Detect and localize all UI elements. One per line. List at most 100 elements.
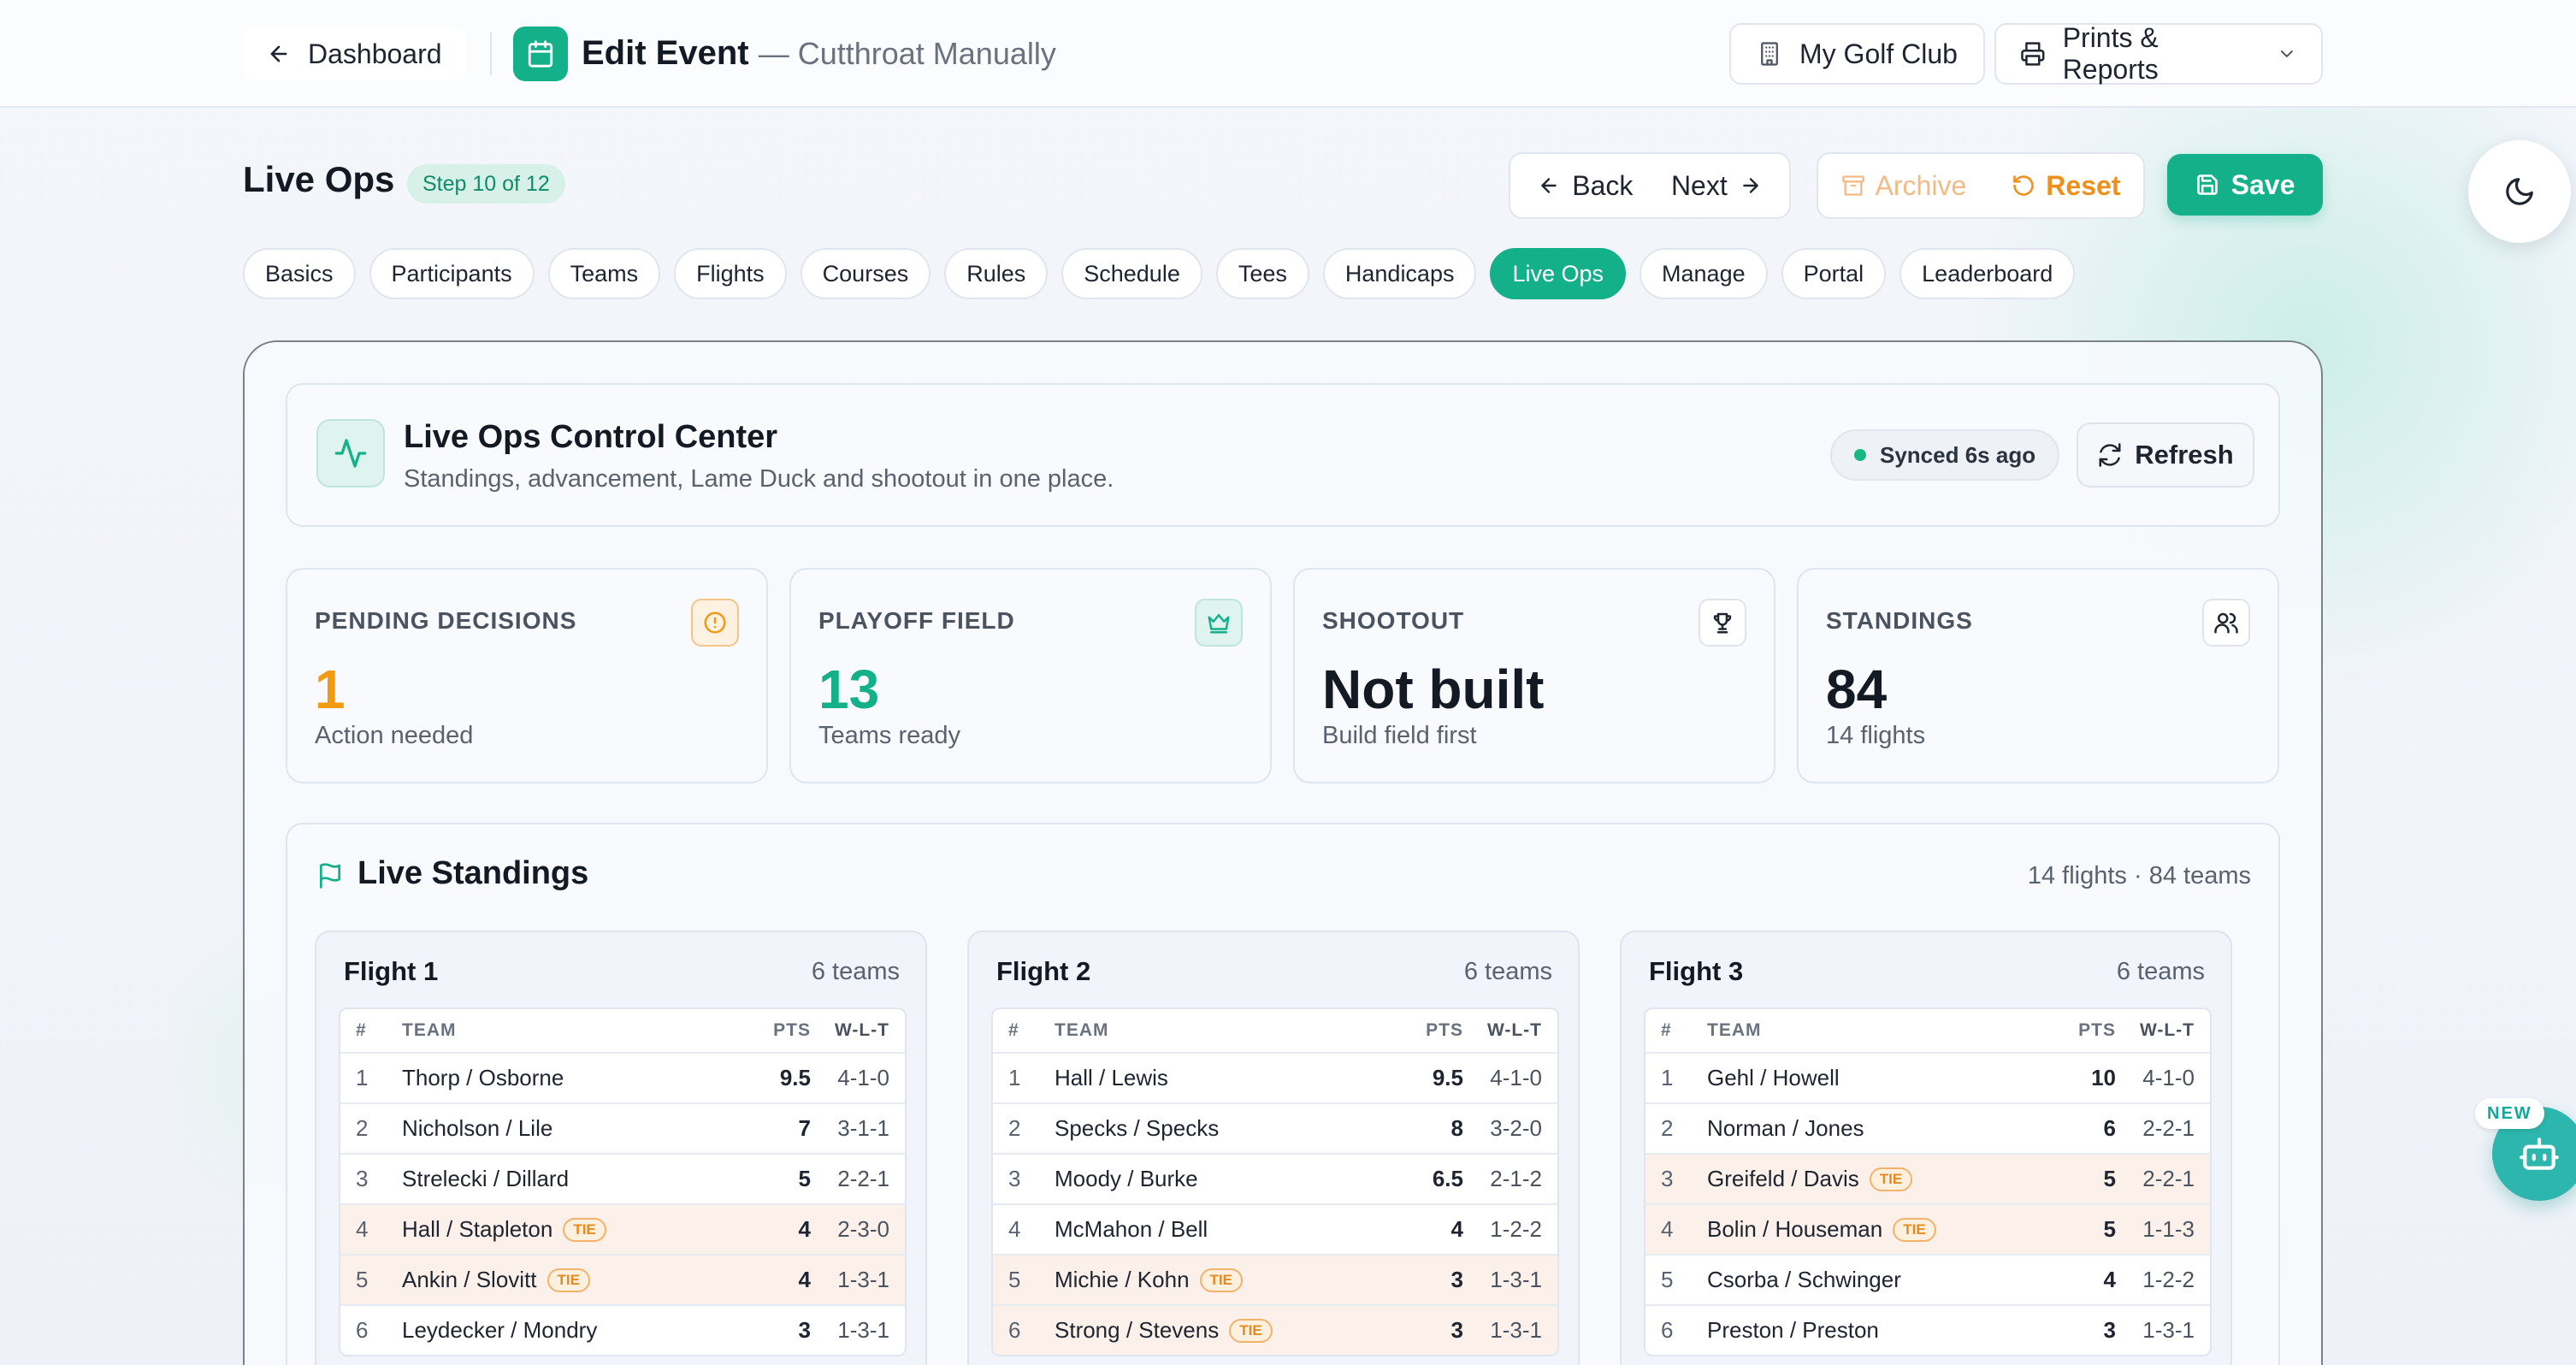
trophy-icon (1699, 599, 1746, 647)
row-wlt: 2-1-2 (1490, 1166, 1542, 1191)
tab-participants[interactable]: Participants (369, 248, 535, 299)
table-row[interactable]: 3 Moody / Burke 6.5 2-1-2 (993, 1153, 1557, 1203)
table-row[interactable]: 1 Gehl / Howell 10 4-1-0 (1645, 1052, 2210, 1102)
row-pts: 5 (798, 1166, 811, 1191)
row-wlt: 4-1-0 (2142, 1065, 2195, 1090)
table-row[interactable]: 5 Michie / Kohn TIE 3 1-3-1 (993, 1254, 1557, 1304)
row-rank: 2 (1661, 1115, 1674, 1141)
row-team-name: Hall / Stapleton (402, 1216, 553, 1242)
row-pts: 6.5 (1432, 1166, 1463, 1191)
stat-label: SHOOTOUT (1322, 607, 1465, 634)
tab-live-ops[interactable]: Live Ops (1490, 248, 1627, 299)
reset-button[interactable]: Reset (2012, 170, 2120, 202)
table-row[interactable]: 5 Ankin / Slovitt TIE 4 1-3-1 (340, 1254, 905, 1304)
tab-manage[interactable]: Manage (1640, 248, 1768, 299)
control-center-title: Live Ops Control Center (404, 419, 778, 455)
tab-tees[interactable]: Tees (1215, 248, 1309, 299)
table-row[interactable]: 1 Hall / Lewis 9.5 4-1-0 (993, 1052, 1557, 1102)
live-standings-summary: 14 flights · 84 teams (2027, 862, 2251, 889)
tab-rules[interactable]: Rules (944, 248, 1049, 299)
row-pts: 4 (798, 1216, 811, 1242)
table-row[interactable]: 6 Leydecker / Mondry 3 1-3-1 (340, 1304, 905, 1355)
row-team: Csorba / Schwinger (1707, 1267, 2051, 1293)
tab-teams[interactable]: Teams (547, 248, 661, 299)
refresh-button[interactable]: Refresh (2077, 422, 2254, 488)
row-rank: 1 (1008, 1065, 1021, 1090)
my-golf-club-button[interactable]: My Golf Club (1729, 23, 1985, 85)
tie-badge: TIE (1869, 1167, 1913, 1191)
back-button[interactable]: Back (1538, 170, 1633, 202)
row-pts: 4 (2103, 1267, 2116, 1292)
refresh-icon (2099, 443, 2121, 467)
theme-toggle-button[interactable] (2468, 140, 2571, 243)
tab-basics[interactable]: Basics (243, 248, 356, 299)
dashboard-back-label: Dashboard (308, 38, 442, 69)
table-row[interactable]: 6 Preston / Preston 3 1-3-1 (1645, 1304, 2210, 1355)
flight-name: Flight 1 (344, 956, 439, 986)
row-pts: 8 (1450, 1115, 1463, 1141)
row-team: Gehl / Howell (1707, 1065, 2051, 1091)
stat-label: PENDING DECISIONS (315, 607, 577, 634)
stat-card-pending-decisions: PENDING DECISIONS 1 Action needed (286, 568, 768, 783)
row-team: Thorp / Osborne (402, 1065, 746, 1091)
row-wlt: 4-1-0 (1490, 1065, 1542, 1090)
col-team: TEAM (1055, 1020, 1109, 1040)
col-pts: PTS (773, 1020, 811, 1040)
flight-name: Flight 3 (1649, 956, 1744, 986)
table-row[interactable]: 4 McMahon / Bell 4 1-2-2 (993, 1203, 1557, 1254)
table-row[interactable]: 2 Nicholson / Lile 7 3-1-1 (340, 1102, 905, 1153)
arrow-left-icon (270, 45, 287, 62)
stat-note: Action needed (315, 722, 474, 749)
dashboard-back-button[interactable]: Dashboard (243, 27, 466, 80)
table-row[interactable]: 3 Strelecki / Dillard 5 2-2-1 (340, 1153, 905, 1203)
save-button[interactable]: Save (2167, 154, 2323, 216)
col-wlt: W-L-T (834, 1020, 889, 1040)
table-row[interactable]: 2 Norman / Jones 6 2-2-1 (1645, 1102, 2210, 1153)
stat-label: STANDINGS (1826, 607, 1973, 634)
sync-status-badge: Synced 6s ago (1830, 429, 2060, 481)
next-button[interactable]: Next (1671, 170, 1762, 202)
table-row[interactable]: 1 Thorp / Osborne 9.5 4-1-0 (340, 1052, 905, 1102)
row-pts: 3 (1450, 1267, 1463, 1292)
row-team: Nicholson / Lile (402, 1115, 746, 1142)
row-team-name: Gehl / Howell (1707, 1065, 1840, 1090)
tab-handicaps[interactable]: Handicaps (1322, 248, 1477, 299)
table-row[interactable]: 3 Greifeld / Davis TIE 5 2-2-1 (1645, 1153, 2210, 1203)
archive-label: Archive (1875, 169, 1967, 201)
row-wlt: 1-3-1 (2142, 1317, 2195, 1343)
table-row[interactable]: 4 Bolin / Houseman TIE 5 1-1-3 (1645, 1203, 2210, 1254)
row-rank: 2 (1008, 1115, 1021, 1141)
prints-reports-dropdown[interactable]: Prints & Reports (1994, 22, 2323, 85)
row-team-name: Ankin / Slovitt (402, 1267, 537, 1292)
col-rank: # (1661, 1020, 1672, 1040)
tab-schedule[interactable]: Schedule (1061, 248, 1202, 299)
col-pts: PTS (2078, 1020, 2116, 1040)
row-pts: 5 (2103, 1216, 2116, 1242)
stat-note: Teams ready (818, 722, 961, 749)
tab-portal[interactable]: Portal (1781, 248, 1887, 299)
users-icon (2202, 599, 2250, 647)
tab-courses[interactable]: Courses (800, 248, 931, 299)
row-team-name: Hall / Lewis (1055, 1065, 1168, 1090)
row-wlt: 1-2-2 (2142, 1267, 2195, 1292)
tab-flights[interactable]: Flights (674, 248, 787, 299)
row-pts: 3 (2103, 1317, 2116, 1343)
table-row[interactable]: 5 Csorba / Schwinger 4 1-2-2 (1645, 1254, 2210, 1304)
row-team-name: Strong / Stevens (1055, 1317, 1220, 1343)
col-wlt: W-L-T (2139, 1020, 2195, 1040)
table-row[interactable]: 4 Hall / Stapleton TIE 4 2-3-0 (340, 1203, 905, 1254)
flight-team-count: 6 teams (811, 958, 900, 985)
row-team-name: Strelecki / Dillard (402, 1166, 570, 1191)
prints-reports-label: Prints & Reports (2062, 22, 2159, 85)
step-indicator: Step 10 of 12 (407, 164, 565, 204)
building-icon (1761, 42, 1778, 66)
col-rank: # (1008, 1020, 1019, 1040)
archive-button[interactable]: Archive (1841, 169, 1967, 202)
table-row[interactable]: 2 Specks / Specks 8 3-2-0 (993, 1102, 1557, 1153)
row-wlt: 1-3-1 (1490, 1317, 1542, 1343)
tie-badge: TIE (1893, 1217, 1936, 1242)
tab-leaderboard[interactable]: Leaderboard (1900, 248, 2076, 299)
calendar-icon (513, 27, 568, 81)
table-row[interactable]: 6 Strong / Stevens TIE 3 1-3-1 (993, 1304, 1557, 1355)
alert-circle-icon (691, 599, 739, 647)
